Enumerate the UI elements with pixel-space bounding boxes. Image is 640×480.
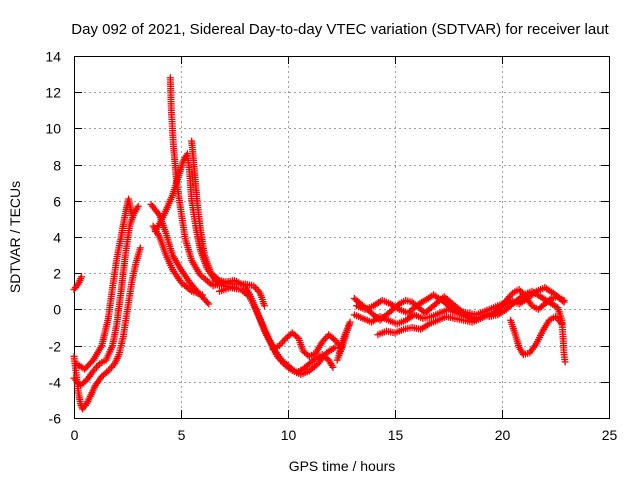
series-samples (166, 76, 236, 291)
axis-ticks: -6 -4 -2 0 2 4 6 8 10 12 14 0 5 10 15 20 25 (45, 49, 617, 444)
y-tick-label: 4 (53, 230, 61, 246)
series-track-4 (72, 195, 136, 373)
series-samples (334, 320, 353, 362)
x-tick-label: 15 (388, 427, 404, 443)
y-tick-label: -6 (49, 411, 62, 427)
series-track-5 (147, 200, 213, 308)
y-tick-label: 2 (53, 266, 61, 282)
x-tick-label: 5 (178, 427, 186, 443)
series-samples (500, 285, 567, 309)
series-track-17 (374, 311, 493, 339)
y-tick-label: 0 (53, 302, 61, 318)
y-tick-label: 10 (45, 121, 61, 137)
series-samples (211, 277, 336, 375)
series-samples (376, 312, 491, 338)
y-tick-label: 12 (45, 85, 61, 101)
series-track-12 (269, 329, 345, 360)
series-track-13 (333, 318, 354, 364)
series-samples (218, 284, 337, 378)
y-tick-label: -2 (49, 339, 62, 355)
series-samples (271, 330, 344, 359)
chart-title: Day 092 of 2021, Sidereal Day-to-day VTE… (71, 21, 609, 38)
series-samples (152, 152, 226, 287)
x-tick-label: 20 (495, 427, 511, 443)
series-samples (74, 197, 135, 372)
series-track-21 (498, 284, 568, 310)
series-track-20 (507, 313, 566, 359)
series-samples (71, 275, 85, 292)
y-tick-label: 14 (45, 49, 61, 65)
series-track-16 (352, 291, 506, 319)
grid-lines (74, 56, 609, 418)
x-tick-label: 0 (71, 427, 79, 443)
y-tick-label: 8 (53, 158, 61, 174)
series-track-3 (70, 202, 142, 389)
x-tick-label: 25 (602, 427, 618, 443)
data-points (70, 74, 569, 413)
series-track-2 (70, 244, 144, 413)
series-samples (507, 314, 564, 358)
y-axis-label: SDTVAR / TECUs (7, 181, 23, 293)
y-tick-label: 6 (53, 194, 61, 210)
series-samples (72, 204, 141, 388)
x-axis-label: GPS time / hours (289, 458, 396, 474)
y-tick-label: -4 (49, 375, 62, 391)
series-track-1 (70, 273, 85, 293)
series-samples (355, 292, 504, 318)
x-tick-label: 10 (281, 427, 297, 443)
series-track-7 (151, 150, 228, 288)
data-point (558, 320, 566, 328)
series-track-11 (216, 284, 339, 379)
